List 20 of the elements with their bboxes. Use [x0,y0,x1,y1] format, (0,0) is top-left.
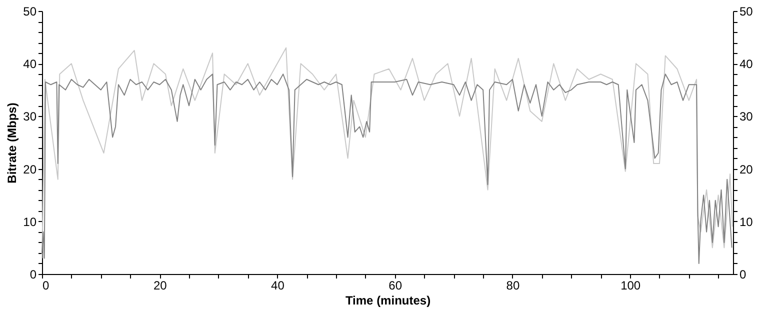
x-tick-label: 20 [153,278,168,292]
x-tick-label: 100 [620,278,641,292]
y-tick-label: 50 [23,4,37,18]
y-tick-label: 40 [23,57,37,72]
y2-tick-label: 40 [740,57,754,72]
y-tick-label: 20 [23,162,37,176]
x-tick-label: 60 [388,278,402,292]
y2-tick-label: 0 [740,268,746,282]
y2-tick-label: 30 [740,110,754,124]
x-tick-label: 80 [506,278,520,292]
x-tick-label: 40 [271,278,285,292]
y-tick-label: 10 [23,214,37,229]
x-axis-title: Time (minutes) [345,294,431,308]
y-axis-title: Bitrate (Mbps) [5,102,20,184]
y-tick-label: 30 [23,110,37,124]
x-tick-label: 0 [42,278,50,292]
y2-tick-label: 50 [740,4,754,18]
y-tick-label: 0 [30,268,37,282]
y2-tick-label: 20 [740,162,754,176]
y2-tick-label: 10 [740,214,754,229]
